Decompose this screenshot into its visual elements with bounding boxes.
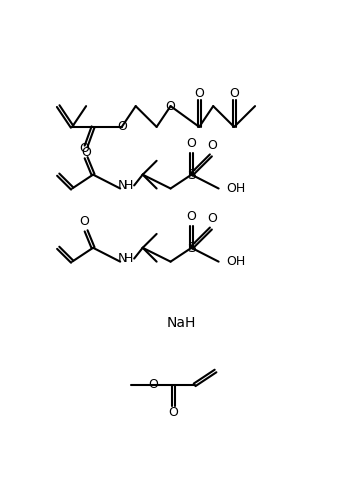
Text: O: O (229, 87, 239, 100)
Text: O: O (194, 87, 204, 100)
Text: N: N (118, 179, 127, 192)
Text: OH: OH (226, 255, 246, 268)
Text: OH: OH (226, 182, 246, 195)
Text: NaH: NaH (167, 316, 196, 330)
Text: O: O (187, 137, 196, 150)
Text: O: O (117, 120, 127, 133)
Text: O: O (80, 142, 90, 155)
Text: H: H (123, 252, 133, 265)
Text: O: O (166, 100, 176, 113)
Text: O: O (169, 406, 179, 419)
Text: O: O (207, 213, 217, 226)
Text: S: S (187, 168, 196, 181)
Text: O: O (148, 378, 158, 391)
Text: O: O (81, 146, 91, 159)
Text: O: O (207, 139, 217, 152)
Text: H: H (123, 179, 133, 192)
Text: O: O (80, 215, 90, 228)
Text: O: O (187, 210, 196, 223)
Text: S: S (187, 241, 196, 255)
Text: N: N (118, 252, 127, 265)
